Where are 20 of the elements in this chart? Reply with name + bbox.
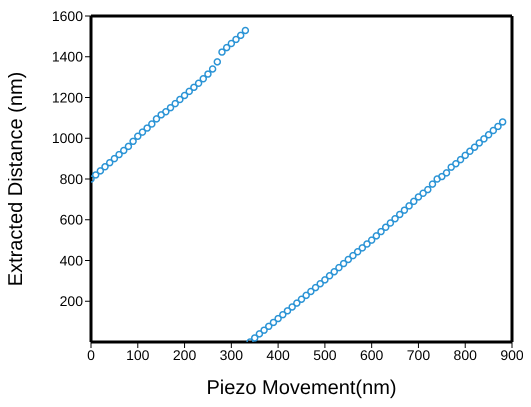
x-tick-label: 300: [220, 346, 244, 363]
y-tick-label: 1400: [52, 48, 84, 65]
x-tick-label: 500: [313, 346, 337, 363]
y-tick-label: 1000: [52, 130, 84, 146]
x-tick-label: 900: [500, 346, 524, 363]
y-tick-label: 600: [60, 212, 84, 228]
y-tick-label: 1600: [52, 8, 84, 24]
y-tick-label: 1200: [52, 89, 84, 106]
y-tick-label: 200: [60, 293, 84, 310]
x-tick-label: 0: [87, 346, 96, 363]
y-tick-label: 800: [60, 170, 84, 187]
y-tick-label: 400: [60, 252, 84, 268]
x-tick-label: 600: [360, 346, 384, 363]
x-tick-label: 200: [172, 346, 196, 363]
x-axis-title: Piezo Movement(nm): [206, 377, 397, 399]
x-tick-label: 400: [266, 346, 290, 363]
y-axis-title: Extracted Distance (nm): [5, 72, 28, 286]
x-tick-label: 700: [406, 346, 430, 363]
x-tick-label: 100: [126, 346, 150, 363]
x-tick-label: 800: [454, 346, 478, 363]
